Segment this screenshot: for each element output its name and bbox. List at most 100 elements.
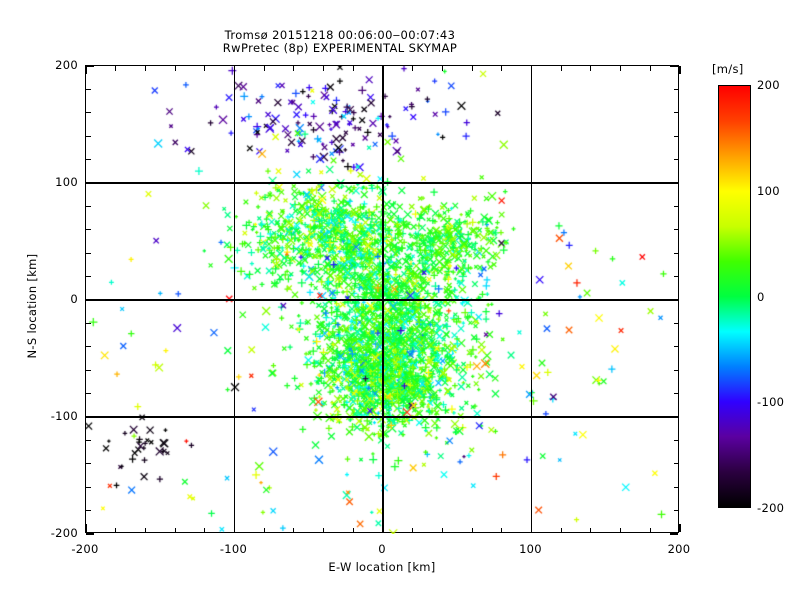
axis-tick bbox=[530, 66, 533, 74]
axis-tick bbox=[293, 66, 295, 71]
grid-line-horizontal bbox=[86, 182, 678, 184]
axis-tick bbox=[471, 527, 473, 532]
axis-tick bbox=[115, 527, 117, 532]
axis-tick bbox=[673, 393, 678, 395]
grid-line-horizontal bbox=[86, 299, 678, 301]
y-tick-label: 0 bbox=[70, 292, 78, 306]
axis-tick bbox=[382, 524, 384, 532]
axis-tick bbox=[673, 369, 678, 371]
axis-tick bbox=[174, 527, 176, 532]
axis-tick bbox=[412, 527, 414, 532]
axis-tick bbox=[115, 66, 117, 71]
axis-tick bbox=[86, 88, 91, 90]
axis-tick bbox=[673, 346, 678, 348]
axis-tick bbox=[86, 322, 91, 324]
axis-tick bbox=[85, 524, 87, 532]
x-tick-label: -200 bbox=[71, 542, 99, 556]
x-tick-label: 100 bbox=[519, 542, 542, 556]
colorbar-tick-label: -100 bbox=[757, 395, 785, 410]
axis-tick bbox=[590, 527, 592, 532]
axis-tick bbox=[86, 229, 91, 231]
axis-tick bbox=[86, 65, 94, 67]
x-tick-label: 0 bbox=[378, 542, 386, 556]
axis-tick bbox=[86, 112, 91, 114]
axis-tick bbox=[263, 66, 265, 71]
y-tick-label: 100 bbox=[55, 175, 78, 189]
axis-tick bbox=[233, 524, 236, 532]
axis-tick bbox=[673, 486, 678, 488]
axis-tick bbox=[471, 66, 473, 71]
axis-tick bbox=[86, 416, 94, 418]
grid-line-vertical bbox=[530, 66, 533, 532]
axis-tick bbox=[649, 66, 651, 71]
figure-title-line2: RwPretec (8p) EXPERIMENTAL SKYMAP bbox=[222, 41, 458, 55]
axis-tick bbox=[673, 205, 678, 207]
axis-tick bbox=[382, 66, 384, 74]
axis-tick bbox=[560, 527, 562, 532]
axis-tick bbox=[86, 276, 91, 278]
colorbar-tick-label: -200 bbox=[757, 501, 785, 515]
y-tick-label: 200 bbox=[55, 58, 78, 72]
axis-tick bbox=[174, 66, 176, 71]
axis-tick bbox=[86, 252, 91, 254]
colorbar-tick-label: 200 bbox=[757, 78, 780, 92]
grid-line-horizontal bbox=[86, 416, 678, 418]
axis-tick bbox=[670, 182, 678, 184]
grid-line-vertical bbox=[382, 66, 384, 532]
axis-tick bbox=[673, 322, 678, 324]
axis-tick bbox=[560, 66, 562, 71]
x-tick-label: -100 bbox=[219, 542, 248, 556]
axis-tick bbox=[501, 66, 503, 71]
axis-tick bbox=[86, 299, 94, 301]
x-tick-label: 200 bbox=[667, 542, 691, 556]
y-axis-title: N-S location [km] bbox=[25, 253, 39, 359]
axis-tick bbox=[670, 533, 678, 535]
colorbar-tick-label: 100 bbox=[757, 183, 780, 198]
axis-tick bbox=[263, 527, 265, 532]
axis-tick bbox=[352, 527, 354, 532]
axis-tick bbox=[501, 527, 503, 532]
axis-tick bbox=[86, 463, 91, 465]
grid-line-vertical bbox=[233, 66, 236, 532]
axis-tick bbox=[86, 393, 91, 395]
colorbar-tick-label: 0 bbox=[757, 289, 765, 304]
colorbar-gradient bbox=[719, 86, 750, 507]
axis-tick bbox=[86, 486, 91, 488]
axis-tick bbox=[673, 112, 678, 114]
axis-tick bbox=[673, 88, 678, 90]
axis-tick bbox=[673, 463, 678, 465]
axis-tick bbox=[441, 527, 443, 532]
axis-tick bbox=[86, 182, 94, 184]
axis-tick bbox=[86, 205, 91, 207]
axis-tick bbox=[86, 533, 94, 535]
axis-tick bbox=[670, 299, 678, 301]
axis-tick bbox=[670, 65, 678, 67]
axis-tick bbox=[204, 527, 206, 532]
axis-tick bbox=[649, 527, 651, 532]
axis-tick bbox=[86, 439, 91, 441]
axis-tick bbox=[673, 159, 678, 161]
y-tick-label: -100 bbox=[50, 409, 78, 423]
axis-tick bbox=[86, 369, 91, 371]
axis-tick bbox=[673, 252, 678, 254]
plot-area bbox=[85, 65, 681, 535]
axis-tick bbox=[144, 527, 146, 532]
axis-tick bbox=[293, 527, 295, 532]
axis-tick bbox=[441, 66, 443, 71]
axis-tick bbox=[204, 66, 206, 71]
axis-tick bbox=[323, 527, 325, 532]
axis-tick bbox=[352, 66, 354, 71]
axis-tick bbox=[673, 135, 678, 137]
axis-tick bbox=[620, 66, 622, 71]
axis-tick bbox=[673, 510, 678, 512]
axis-tick bbox=[679, 66, 681, 74]
axis-tick bbox=[86, 510, 91, 512]
axis-tick bbox=[412, 66, 414, 71]
colorbar-unit-label: [m/s] bbox=[712, 62, 744, 76]
axis-tick bbox=[86, 135, 91, 137]
colorbar bbox=[718, 85, 751, 508]
axis-tick bbox=[673, 276, 678, 278]
x-axis-title: E-W location [km] bbox=[328, 560, 436, 574]
axis-tick bbox=[323, 66, 325, 71]
axis-tick bbox=[86, 159, 91, 161]
